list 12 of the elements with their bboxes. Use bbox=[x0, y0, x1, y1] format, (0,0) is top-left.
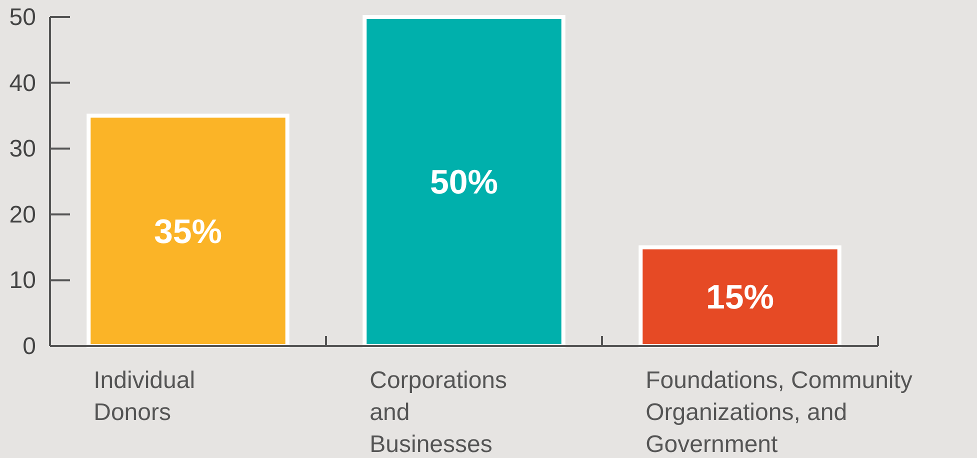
y-tick-label: 10 bbox=[9, 267, 36, 294]
x-tick-label: Foundations, Community Organizations, and Government bbox=[646, 367, 912, 458]
y-tick-label: 0 bbox=[22, 333, 36, 360]
y-tick-label: 30 bbox=[9, 136, 36, 163]
x-tick-label: Corporations and Businesses bbox=[370, 367, 508, 458]
y-tick-label: 40 bbox=[9, 70, 36, 97]
x-tick-label: Individual Donors bbox=[94, 367, 196, 426]
data-label: 15% bbox=[706, 278, 774, 317]
y-tick-label: 50 bbox=[9, 4, 36, 31]
data-label: 35% bbox=[154, 212, 222, 251]
data-label: 50% bbox=[430, 164, 498, 202]
y-tick-label: 20 bbox=[9, 201, 36, 228]
